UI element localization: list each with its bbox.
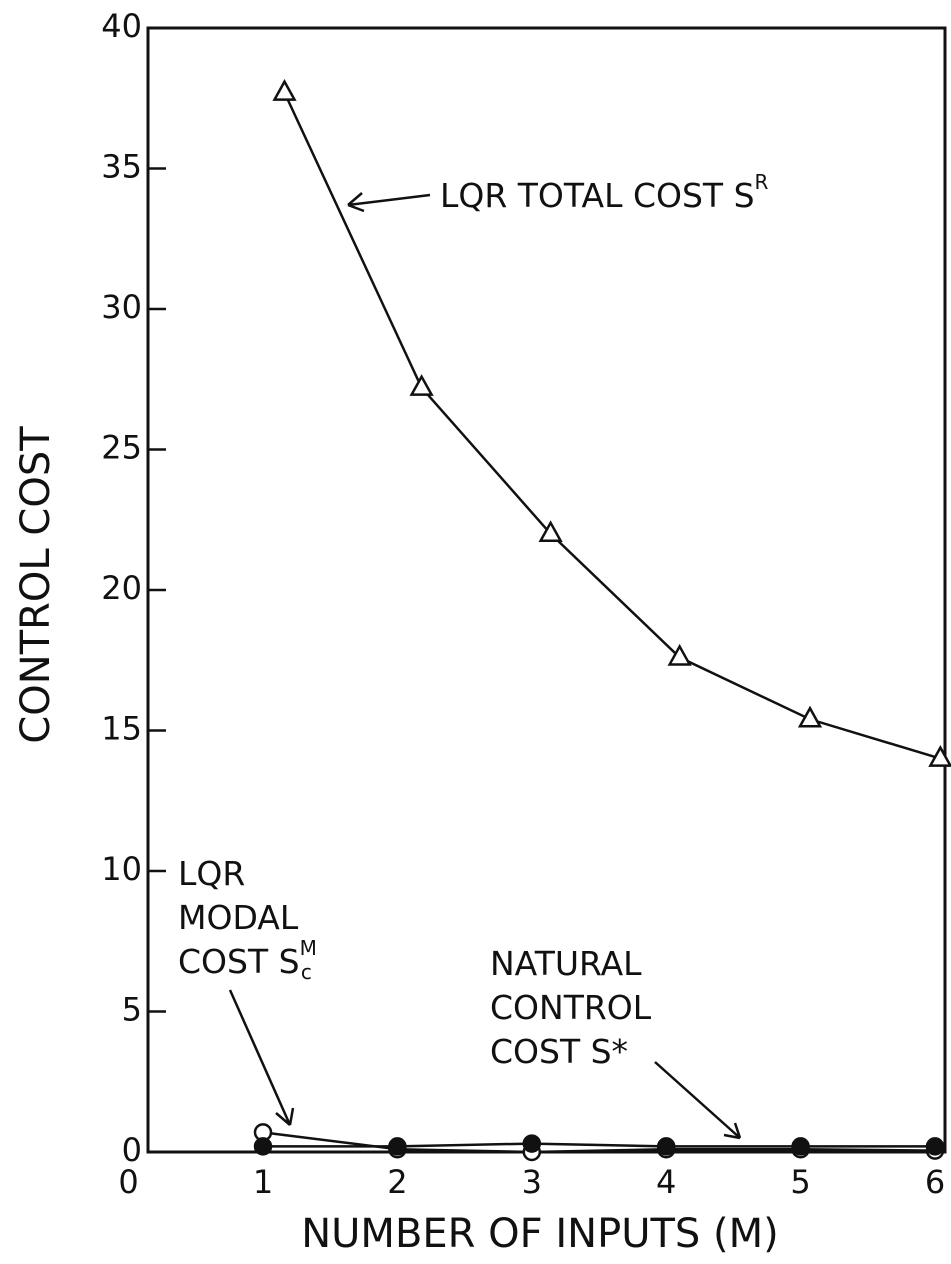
y-tick-label: 35: [101, 148, 142, 186]
x-tick-label: 0: [118, 1163, 138, 1201]
x-axis-label: NUMBER OF INPUTS (M): [301, 1211, 779, 1257]
annotation-text: CONTROL: [490, 988, 652, 1027]
y-tick-label: 0: [122, 1131, 142, 1169]
marker-dot: [925, 1137, 945, 1156]
annotation: COST SM c: [178, 936, 317, 984]
marker-dot: [388, 1137, 407, 1156]
annotation-sup: R: [755, 170, 769, 194]
marker-triangle: [667, 643, 692, 666]
marker-triangle: [272, 79, 297, 101]
annotation-text: COST S*: [490, 1032, 628, 1071]
marker-dot: [522, 1134, 542, 1153]
marker-dot: [791, 1137, 810, 1156]
arrow: [228, 989, 295, 1126]
annotation: LQR TOTAL COST SR: [440, 170, 769, 215]
arrows: [228, 192, 742, 1140]
annotation: MODAL: [178, 898, 299, 937]
x-tick-label: 1: [253, 1163, 273, 1201]
annotation-text: NATURAL: [490, 944, 642, 983]
annotation: COST S*: [490, 1032, 628, 1071]
marker-dot: [656, 1137, 676, 1156]
x-tick-label: 3: [522, 1163, 542, 1201]
y-tick-label: 5: [122, 991, 142, 1029]
y-tick-label: 40: [101, 7, 142, 45]
y-axis-label: CONTROL COST: [13, 426, 59, 744]
y-tick-label: 20: [101, 569, 142, 607]
x-tick-label: 4: [656, 1163, 676, 1201]
marker-dot: [253, 1137, 273, 1156]
annotation-text: COST S: [178, 942, 300, 981]
arrow: [654, 1061, 742, 1140]
marker-triangle: [797, 705, 823, 728]
annotation-sup: M: [300, 936, 317, 960]
annotation: LQR: [178, 854, 245, 893]
series-line: [263, 1142, 935, 1148]
y-tick-label: 10: [101, 850, 142, 888]
marker-triangle: [409, 374, 434, 396]
series-line: [262, 1131, 936, 1154]
annotation: CONTROL: [490, 988, 652, 1027]
series-line: [283, 92, 941, 760]
annotation: NATURAL: [490, 944, 642, 983]
y-tick-label: 25: [101, 429, 142, 467]
arrow: [347, 192, 431, 213]
annotation-sub: c: [301, 960, 312, 984]
annotation-text: MODAL: [178, 898, 299, 937]
y-tick-label: 30: [101, 288, 142, 326]
marker-triangle: [538, 520, 563, 543]
annotation-text: LQR TOTAL COST S: [440, 176, 755, 215]
marker-triangle: [928, 745, 951, 767]
x-tick-label: 2: [387, 1163, 407, 1201]
x-tick-label: 6: [925, 1163, 945, 1201]
x-tick-label: 5: [790, 1163, 810, 1201]
y-tick-label: 15: [101, 710, 142, 748]
annotation-text: LQR: [178, 854, 245, 893]
